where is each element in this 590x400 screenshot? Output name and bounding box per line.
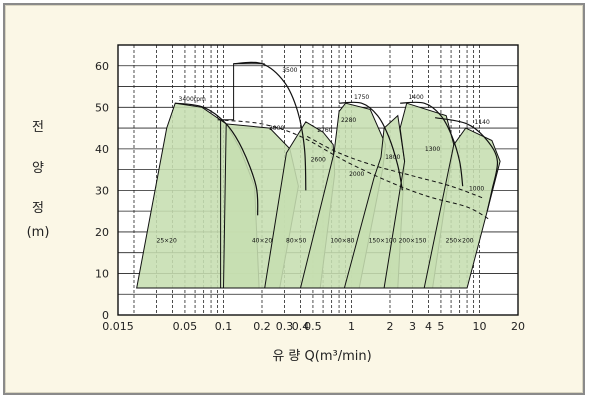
dashed-rpm-curve — [306, 135, 485, 200]
y-tick-label: 50 — [95, 101, 109, 114]
x-tick-label: 3 — [409, 320, 416, 333]
series-label: 100×80 — [330, 237, 354, 244]
series-label: 40×20 — [252, 237, 272, 244]
rpm-label: 1140 — [475, 119, 490, 126]
x-tick-label: 0.2 — [253, 320, 271, 333]
plot-area: 25×20 40×20 80×50 100×80 150×100 200×150 250×2… — [95, 44, 525, 333]
hq-curve — [434, 117, 499, 212]
y-tick-label: 40 — [95, 143, 109, 156]
rpm-label: 1750 — [354, 94, 369, 101]
y-tick-label: 60 — [95, 60, 109, 73]
rpm-label: 2280 — [341, 117, 356, 124]
rpm-label: 2760 — [317, 127, 332, 134]
x-tick-label: 10 — [472, 320, 486, 333]
x-tick-label: 0.1 — [215, 320, 233, 333]
y-axis-title: 전 양 정 (m) — [27, 120, 50, 240]
y-tick-label: 10 — [95, 267, 109, 280]
rpm-label: 1000 — [469, 185, 484, 192]
rpm-label: 2600 — [311, 156, 326, 163]
x-tick-label: 0.4 — [292, 320, 310, 333]
series-label: 25×20 — [157, 237, 177, 244]
series-label: 80×50 — [286, 237, 306, 244]
y-axis-title-line: (m) — [27, 225, 50, 240]
rpm-label: 3500 — [282, 67, 297, 74]
hq-curve — [175, 102, 259, 216]
y-axis-title-line: 양 — [32, 161, 44, 176]
dashed-rpm-curve — [217, 119, 490, 220]
rpm-label: 1400 — [408, 94, 423, 101]
x-axis-title: 유 량 Q(m³/min) — [272, 349, 371, 364]
y-axis-title-line: 전 — [32, 120, 44, 135]
series-label: 200×150 — [399, 237, 427, 244]
x-tick-label: 5 — [437, 320, 444, 333]
y-tick-label: 20 — [95, 226, 109, 239]
rpm-label: 2000 — [349, 171, 364, 178]
x-tick-label: 0.015 — [102, 320, 134, 333]
rpm-label: 3400rpm — [179, 96, 207, 103]
rpm-label: 1300 — [425, 146, 440, 153]
hq-curve — [400, 101, 464, 187]
hq-curve — [339, 101, 403, 191]
x-tick-label: 4 — [425, 320, 432, 333]
x-tick-label: 0.3 — [276, 320, 294, 333]
series-region — [423, 127, 501, 289]
rpm-label: 1800 — [385, 154, 400, 161]
hq-curve — [233, 61, 307, 191]
boundary-line — [220, 63, 265, 288]
series-label: 150×100 — [369, 237, 397, 244]
x-tick-label: 2 — [386, 320, 393, 333]
series-label: 250×200 — [446, 237, 474, 244]
y-axis-title-line: 정 — [32, 201, 44, 216]
plot-border — [117, 44, 519, 316]
x-tick-label: 0.5 — [304, 320, 322, 333]
y-tick-label: 0 — [102, 309, 109, 322]
x-tick-label: 1 — [348, 320, 355, 333]
y-tick-label: 30 — [95, 184, 109, 197]
x-tick-label: 20 — [511, 320, 525, 333]
x-tick-label: 0.05 — [173, 320, 198, 333]
rpm-label: 3000 — [269, 125, 284, 132]
